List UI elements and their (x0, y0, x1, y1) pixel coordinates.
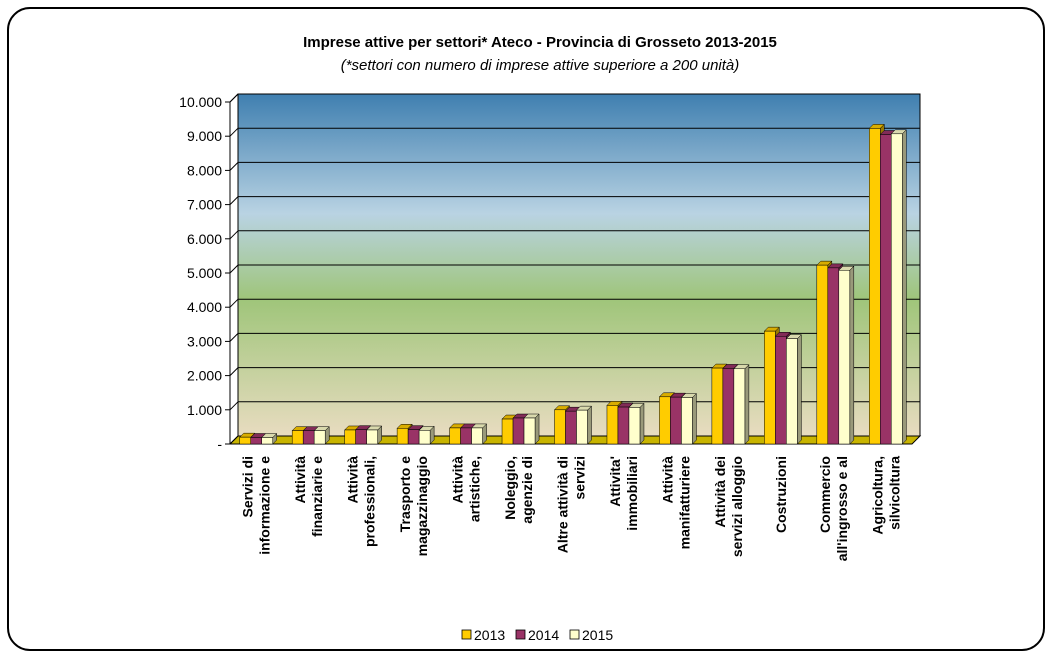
bar (839, 270, 850, 444)
x-tick-label: Agricoltura, (869, 456, 885, 535)
bar (891, 134, 902, 444)
x-tick-label: servizi alloggio (729, 456, 745, 557)
x-tick-label: Attivita' (607, 456, 623, 507)
x-tick-label: manifatturiere (676, 456, 692, 550)
bar-side (902, 130, 906, 444)
chart-subtitle: (*settori con numero di imprese attive s… (341, 57, 740, 74)
bar (869, 128, 880, 444)
x-tick-label: Attività (450, 456, 466, 504)
bar (566, 411, 577, 444)
bar (629, 407, 640, 444)
bar-side (535, 414, 539, 444)
chart-title: Imprese attive per settori* Ateco - Prov… (303, 34, 777, 51)
x-tick-label: professionali, (362, 456, 378, 547)
bar (524, 418, 535, 444)
bar (303, 431, 314, 444)
bar-side (588, 406, 592, 444)
x-tick-label: Noleggio, (502, 456, 518, 520)
x-tick-label: Servizi di (240, 456, 256, 517)
bar (461, 428, 472, 444)
bar (450, 428, 461, 444)
bar (764, 331, 775, 444)
bar (408, 430, 419, 444)
page: {"chart_data": { "type": "bar", "title":… (0, 0, 1052, 660)
bar (880, 134, 891, 444)
y-tick-label: - (217, 436, 222, 452)
x-tick-label: servizi (572, 456, 588, 500)
bar (670, 397, 681, 444)
bar (734, 369, 745, 444)
legend-label: 2013 (474, 627, 505, 643)
bar (345, 430, 356, 444)
y-tick-label: 7.000 (187, 197, 222, 213)
bar (828, 268, 839, 444)
bar (786, 339, 797, 444)
bar (262, 438, 273, 444)
bar (314, 431, 325, 444)
y-tick-label: 10.000 (179, 94, 222, 110)
bar (356, 430, 367, 444)
bar (577, 410, 588, 444)
legend-label: 2014 (528, 627, 559, 643)
x-tick-label: artistiche, (467, 456, 483, 522)
bar (659, 397, 670, 444)
x-tick-label: immobiliari (624, 456, 640, 531)
bar-side (640, 403, 644, 444)
x-tick-label: Attività (292, 456, 308, 504)
x-tick-label: Costruzioni (773, 456, 789, 533)
y-tick-label: 6.000 (187, 231, 222, 247)
bar (607, 405, 618, 444)
y-tick-label: 5.000 (187, 265, 222, 281)
y-tick-label: 3.000 (187, 333, 222, 349)
x-tick-label: all'ingrosso e al (834, 456, 850, 561)
legend-swatch (570, 630, 579, 639)
x-tick-label: Commercio (817, 456, 833, 533)
chart: Imprese attive per settori* Ateco - Prov… (0, 0, 1052, 655)
x-tick-label: Attività (659, 456, 675, 504)
bar-side (797, 335, 801, 444)
x-tick-label: Attività dei (712, 456, 728, 528)
bar (292, 431, 303, 444)
bar (251, 438, 262, 444)
bar (681, 397, 692, 444)
x-tick-label: informazione e (257, 456, 273, 555)
x-tick-label: Altre attività di (555, 456, 571, 553)
bar (618, 407, 629, 444)
bar (240, 437, 251, 444)
y-tick-label: 4.000 (187, 299, 222, 315)
legend-swatch (462, 630, 471, 639)
bar-side (692, 393, 696, 444)
y-tick-label: 9.000 (187, 128, 222, 144)
bar (555, 410, 566, 444)
x-tick-label: magazzinaggio (414, 456, 430, 556)
bar (817, 265, 828, 444)
legend-label: 2015 (582, 627, 613, 643)
bar (723, 368, 734, 444)
x-tick-label: agenzie di (519, 456, 535, 524)
y-tick-label: 8.000 (187, 162, 222, 178)
bar (472, 428, 483, 444)
x-tick-label: silvicoltura (886, 456, 902, 530)
x-tick-label: Trasporto e (397, 456, 413, 532)
bar (367, 430, 378, 444)
x-tick-label: finanziarie e (309, 456, 325, 537)
bar (502, 419, 513, 444)
bar (397, 428, 408, 444)
bar (775, 336, 786, 444)
legend-swatch (516, 630, 525, 639)
bar-side (745, 365, 749, 444)
bar (712, 368, 723, 444)
bar (419, 430, 430, 444)
bar-side (850, 266, 854, 444)
x-tick-label: Attività (345, 456, 361, 504)
bar (513, 418, 524, 444)
y-tick-label: 1.000 (187, 402, 222, 418)
y-tick-label: 2.000 (187, 368, 222, 384)
